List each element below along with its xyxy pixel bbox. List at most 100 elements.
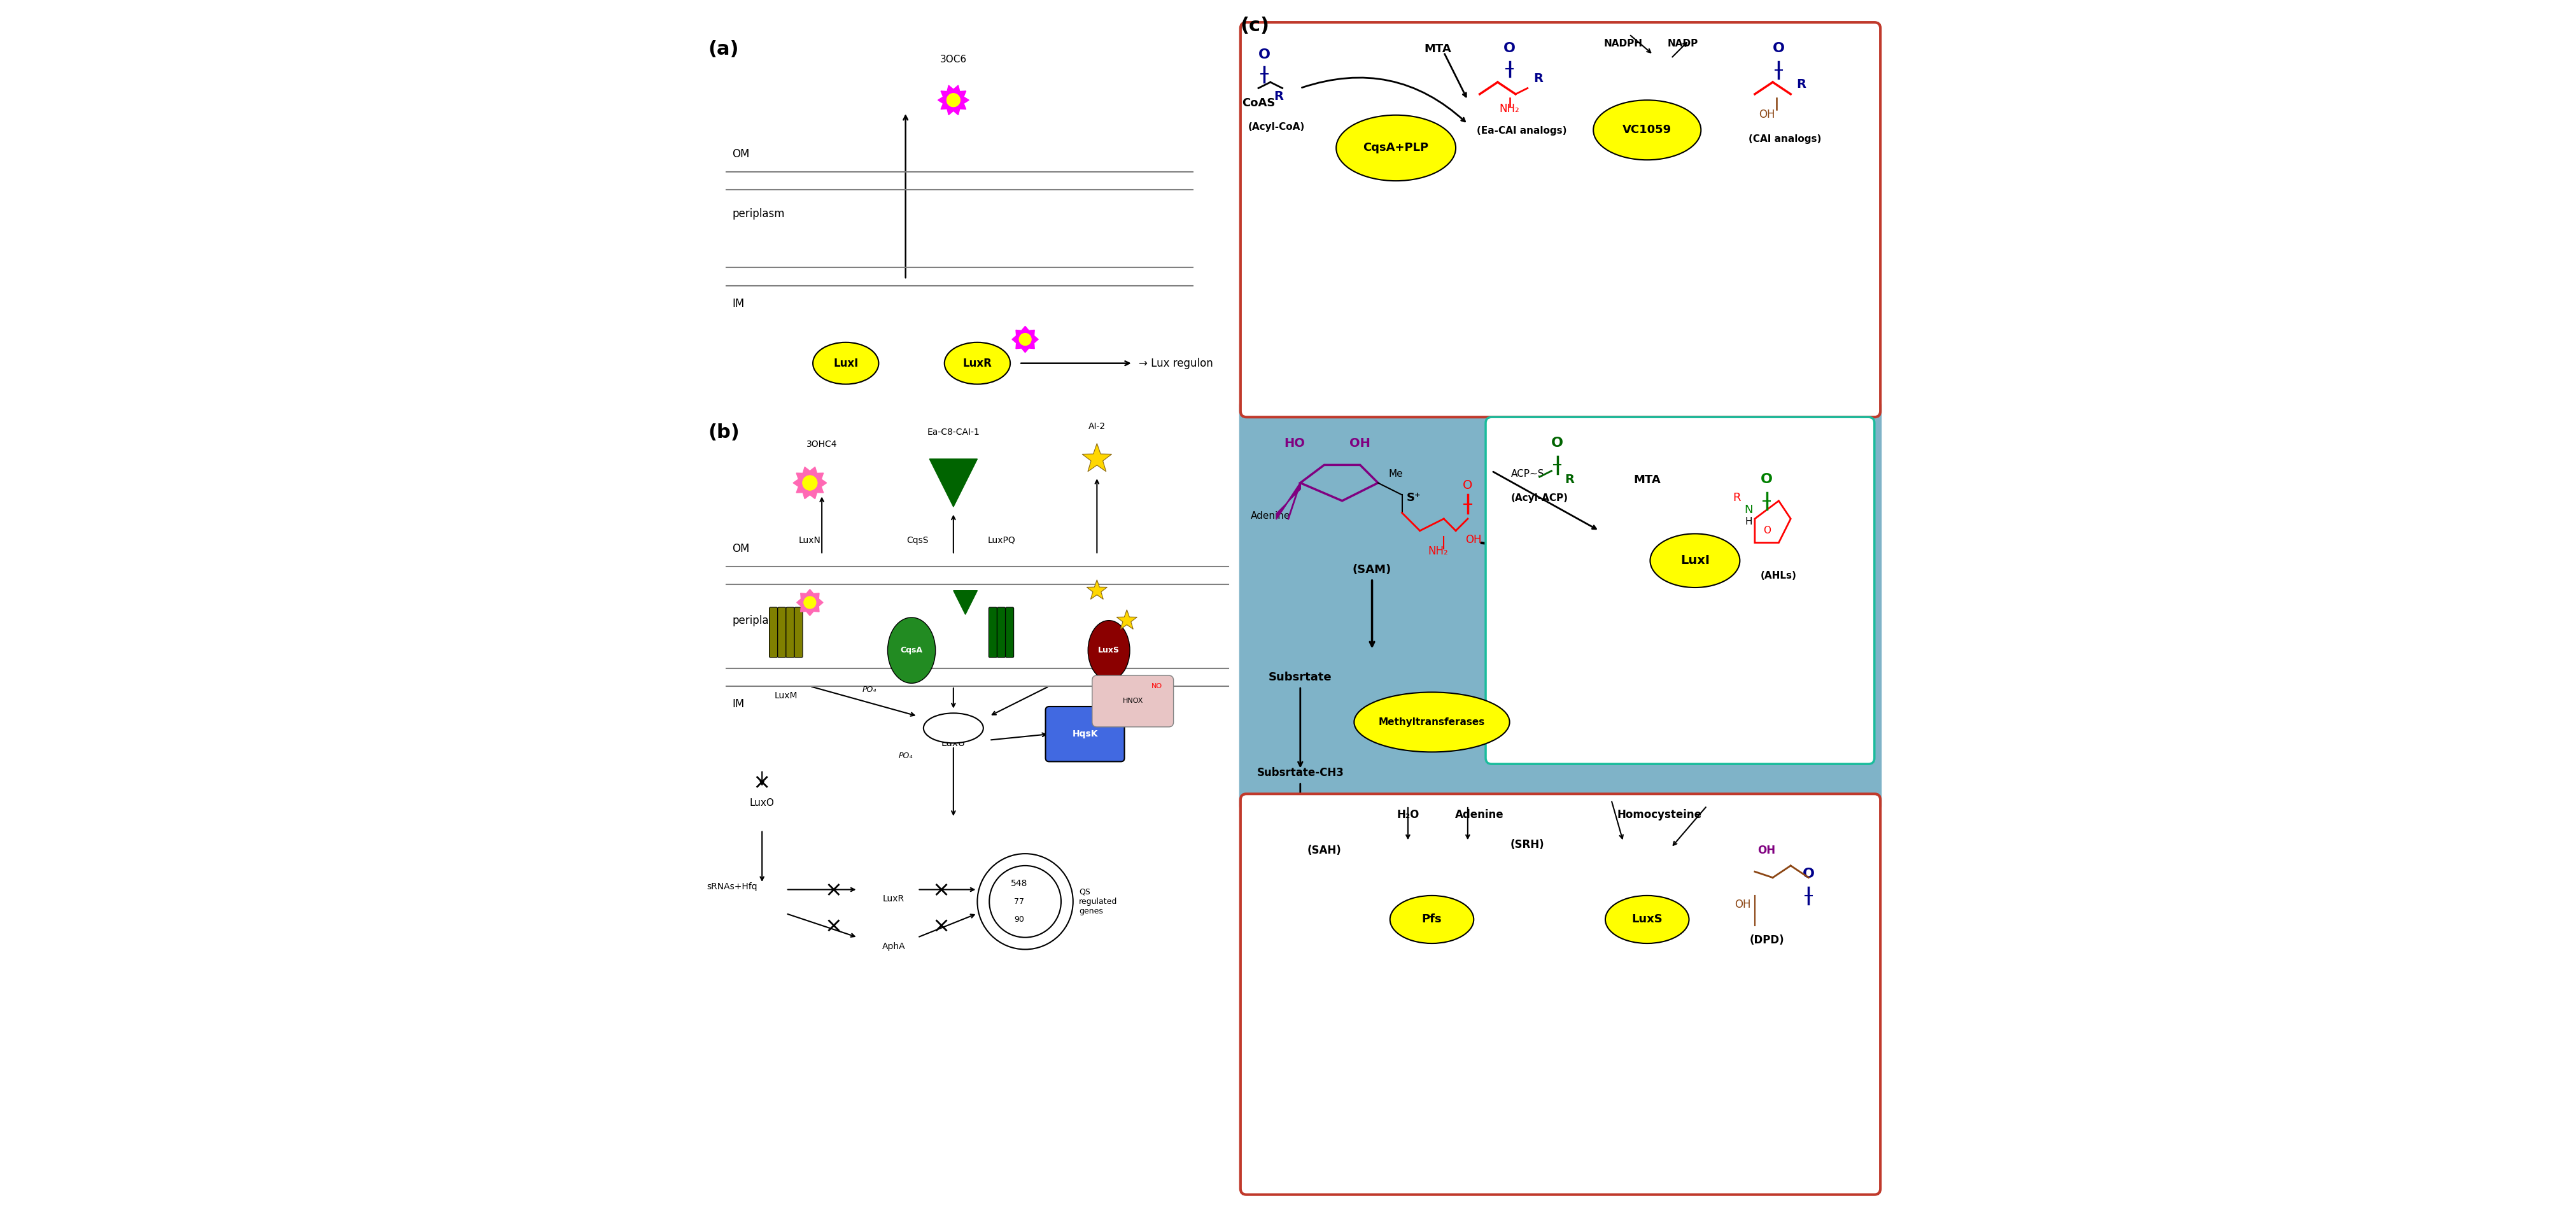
Text: LuxI: LuxI [1680, 554, 1710, 566]
Ellipse shape [811, 342, 878, 384]
Text: H: H [1744, 517, 1752, 527]
Text: LuxM: LuxM [775, 692, 799, 700]
Text: NH₂: NH₂ [1427, 546, 1448, 557]
Polygon shape [1087, 580, 1108, 599]
FancyBboxPatch shape [1239, 23, 1880, 417]
Text: CqsA: CqsA [899, 646, 922, 654]
Text: HNOX: HNOX [1123, 698, 1144, 704]
Text: N: N [1744, 504, 1752, 516]
Text: R: R [1795, 78, 1806, 90]
Text: O: O [1759, 472, 1772, 486]
Ellipse shape [1649, 534, 1739, 588]
Circle shape [1020, 334, 1030, 346]
Text: R: R [1273, 90, 1283, 102]
FancyArrowPatch shape [904, 116, 907, 278]
Text: R: R [1564, 474, 1574, 486]
Text: NADP: NADP [1667, 39, 1698, 48]
Text: CqsS: CqsS [907, 536, 927, 545]
FancyArrowPatch shape [1095, 480, 1097, 553]
Text: OH: OH [1759, 110, 1775, 121]
Text: (SAM): (SAM) [1352, 564, 1391, 575]
FancyArrowPatch shape [920, 888, 974, 892]
FancyArrowPatch shape [920, 915, 974, 936]
FancyArrowPatch shape [992, 687, 1048, 715]
Text: IM: IM [732, 699, 744, 710]
Text: AI-2: AI-2 [1087, 422, 1105, 431]
FancyArrowPatch shape [1721, 554, 1798, 566]
FancyArrowPatch shape [951, 516, 956, 553]
Polygon shape [796, 589, 822, 616]
Polygon shape [1012, 327, 1038, 353]
Circle shape [1020, 334, 1030, 345]
FancyArrowPatch shape [1481, 543, 1641, 563]
Ellipse shape [1388, 895, 1473, 944]
Text: HO: HO [1283, 437, 1303, 449]
FancyBboxPatch shape [770, 607, 778, 658]
Text: O: O [1772, 42, 1785, 54]
Text: LuxN: LuxN [799, 536, 822, 545]
Text: ACP~S: ACP~S [1510, 469, 1543, 478]
Text: Adenine: Adenine [1455, 809, 1504, 821]
Polygon shape [1082, 443, 1110, 471]
Text: OM: OM [732, 148, 750, 160]
Polygon shape [1115, 610, 1136, 629]
Text: Me: Me [1388, 469, 1404, 478]
Text: 90: 90 [1015, 916, 1025, 923]
Text: NO: NO [1151, 683, 1162, 689]
Polygon shape [930, 459, 976, 507]
Text: LuxS: LuxS [1097, 646, 1121, 654]
Circle shape [948, 94, 961, 106]
Text: IM: IM [732, 298, 744, 310]
Text: Subsrtate: Subsrtate [1267, 671, 1332, 683]
FancyArrowPatch shape [951, 748, 956, 815]
Ellipse shape [1337, 114, 1455, 181]
FancyBboxPatch shape [778, 607, 786, 658]
Polygon shape [953, 590, 976, 615]
FancyArrowPatch shape [992, 733, 1046, 740]
Text: 548: 548 [1010, 880, 1028, 888]
Text: 3OHC4: 3OHC4 [806, 440, 837, 449]
Text: 77: 77 [1015, 898, 1025, 906]
Text: O: O [1762, 525, 1770, 535]
Ellipse shape [945, 342, 1010, 384]
FancyArrowPatch shape [760, 831, 762, 881]
FancyBboxPatch shape [793, 607, 804, 658]
FancyBboxPatch shape [786, 607, 793, 658]
Ellipse shape [922, 713, 984, 743]
FancyBboxPatch shape [1046, 706, 1123, 762]
Text: VC1059: VC1059 [1623, 124, 1672, 136]
Text: (Acyl-ACP): (Acyl-ACP) [1510, 493, 1569, 502]
FancyArrowPatch shape [1020, 362, 1128, 365]
FancyArrowPatch shape [788, 888, 855, 892]
Text: Subsrtate-CH3: Subsrtate-CH3 [1257, 768, 1345, 778]
Polygon shape [938, 86, 969, 114]
Text: O: O [1463, 480, 1473, 492]
Circle shape [804, 476, 817, 490]
FancyArrowPatch shape [788, 915, 855, 937]
Text: NADPH: NADPH [1602, 39, 1643, 48]
FancyBboxPatch shape [989, 607, 997, 658]
Text: (SRH): (SRH) [1510, 839, 1543, 851]
Text: O: O [1257, 48, 1270, 60]
Text: OH: OH [1466, 534, 1481, 545]
Text: OH: OH [1757, 845, 1775, 857]
Text: (Ea-CAI analogs): (Ea-CAI analogs) [1476, 127, 1566, 135]
Text: (DPD): (DPD) [1749, 935, 1783, 946]
Text: 3OC6: 3OC6 [940, 54, 966, 64]
FancyArrowPatch shape [760, 771, 762, 784]
Ellipse shape [1087, 621, 1128, 681]
Text: R: R [1734, 492, 1741, 504]
Circle shape [804, 596, 817, 609]
Polygon shape [793, 468, 827, 499]
Text: periplasm: periplasm [732, 208, 786, 219]
FancyBboxPatch shape [1005, 607, 1012, 658]
Text: LuxO: LuxO [750, 798, 775, 807]
FancyBboxPatch shape [1092, 676, 1172, 727]
Circle shape [945, 94, 961, 107]
Text: (Acyl-CoA): (Acyl-CoA) [1247, 123, 1303, 131]
Text: OM: OM [732, 543, 750, 554]
Text: sRNAs+Hfq: sRNAs+Hfq [706, 882, 757, 892]
Text: CqsA+PLP: CqsA+PLP [1363, 142, 1430, 154]
FancyBboxPatch shape [1486, 417, 1873, 764]
FancyArrowPatch shape [1321, 795, 1327, 837]
